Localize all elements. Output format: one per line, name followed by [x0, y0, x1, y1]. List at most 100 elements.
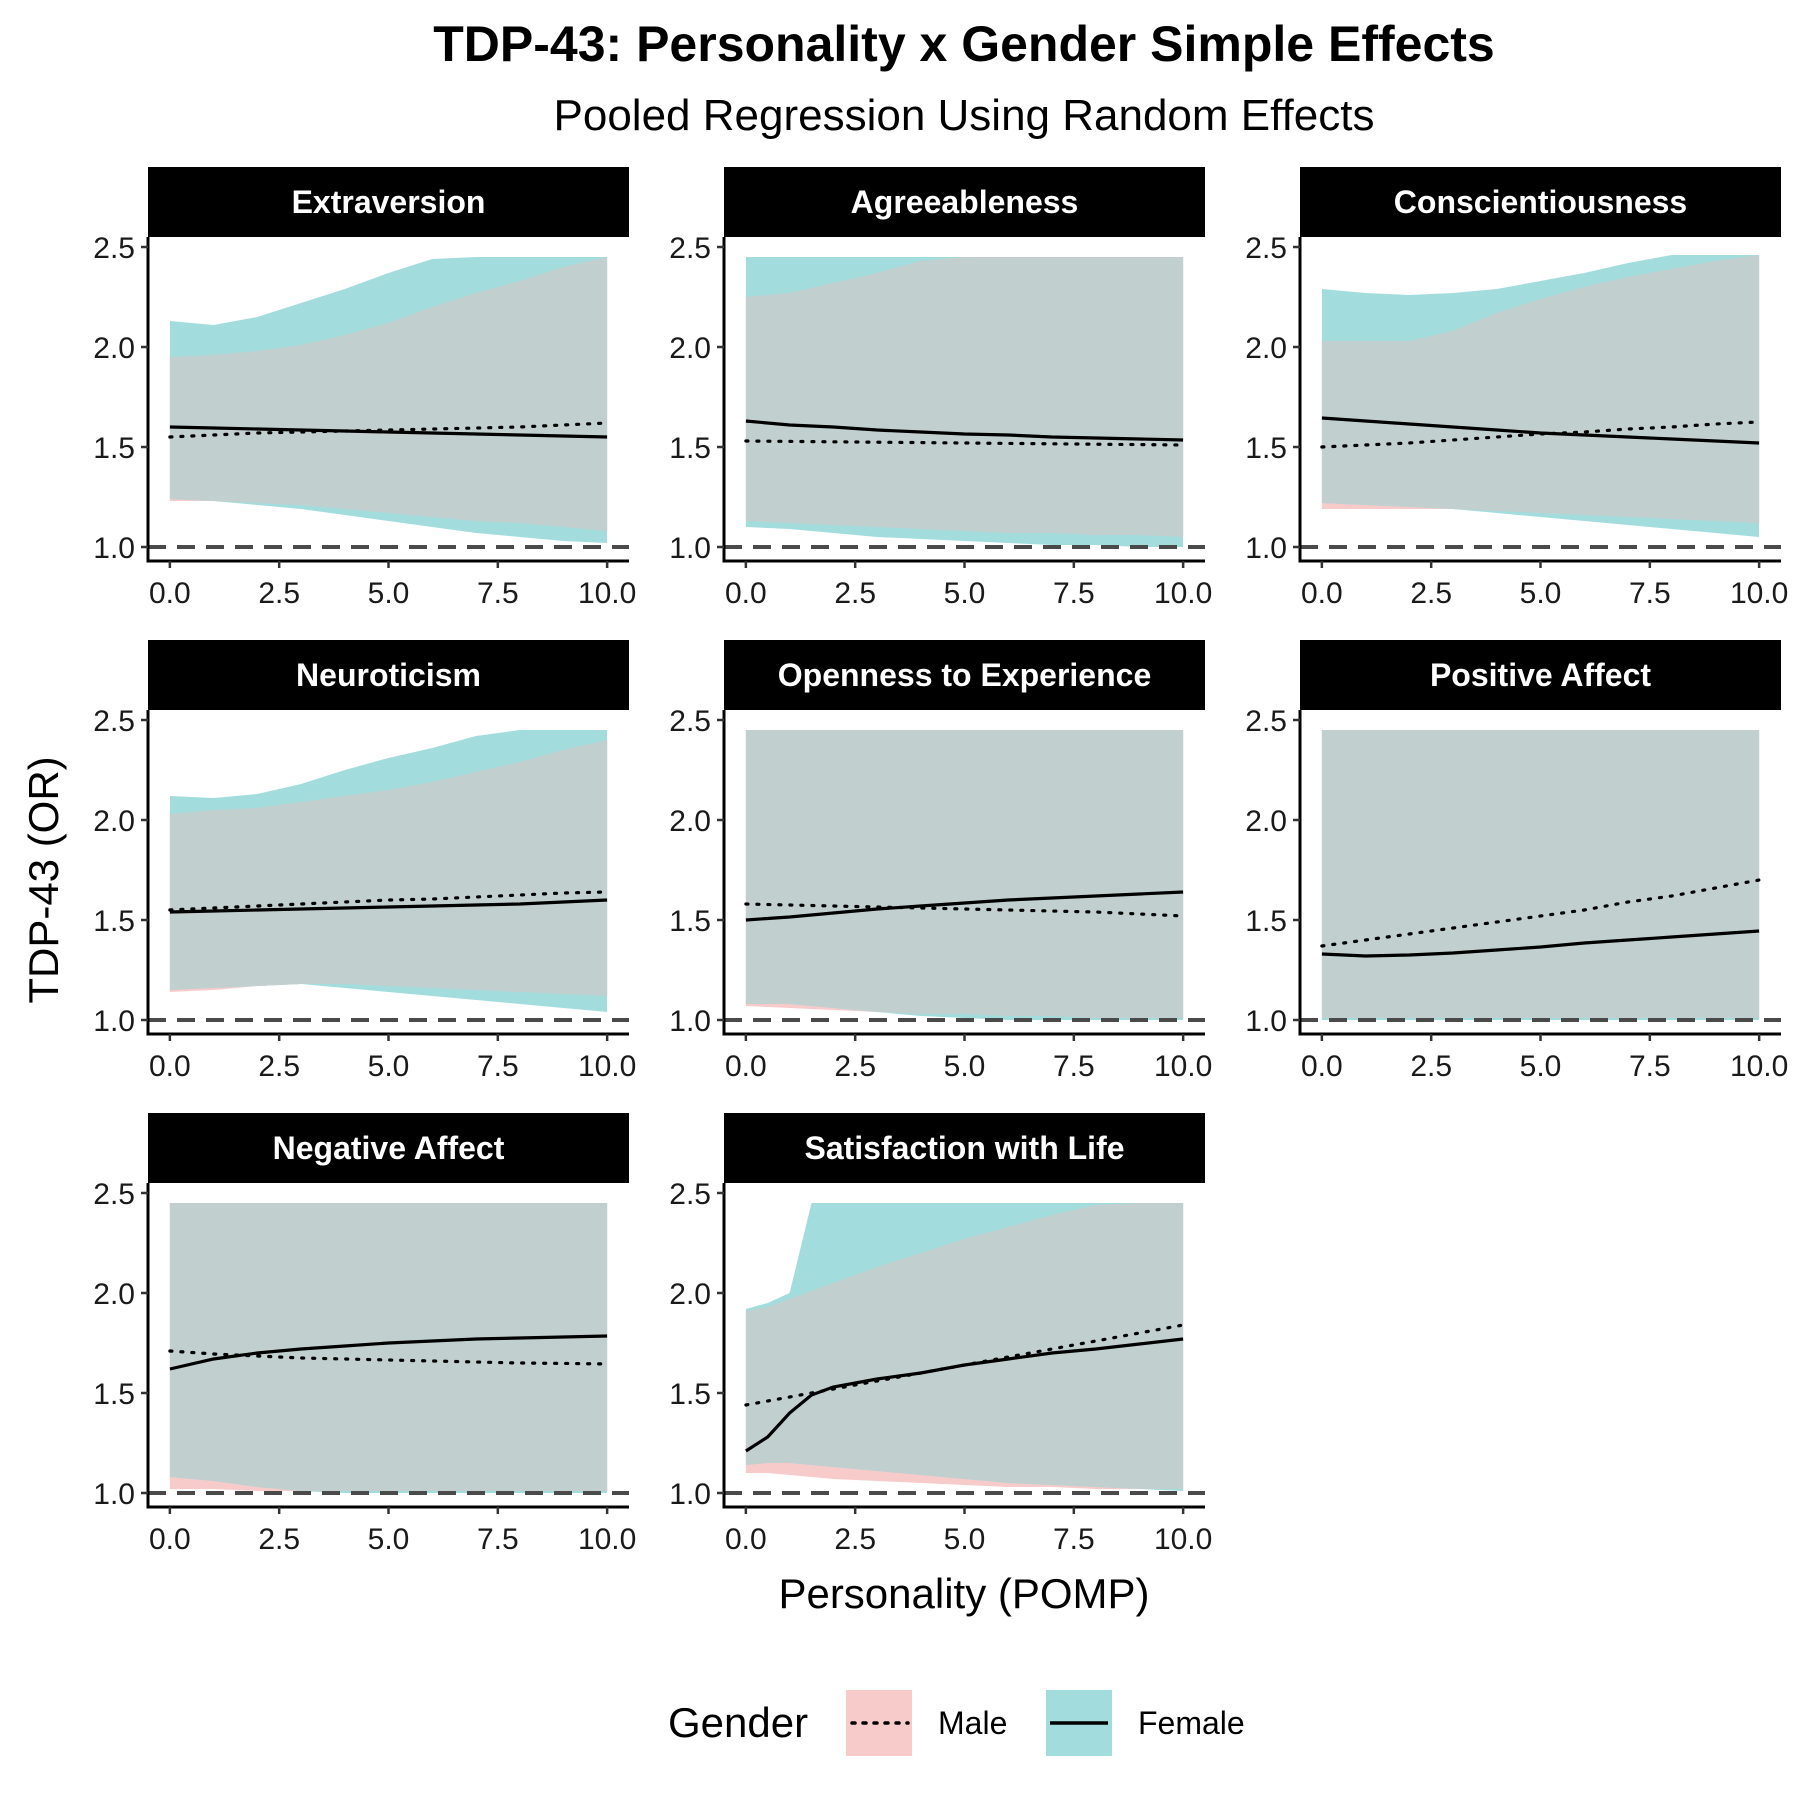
y-tick-label: 1.0 [669, 1478, 711, 1511]
panel-strip-label: Conscientiousness [1394, 184, 1687, 220]
y-tick-label: 2.0 [669, 805, 711, 838]
panel-positive-affect: Positive Affect 1.0 1.5 2.0 2.5 0.0 2.5 5.0 7.5 1… [1245, 640, 1788, 1083]
overlap-ci-band [745, 1203, 1184, 1489]
panel-strip-label: Openness to Experience [778, 657, 1151, 693]
y-tick-label: 1.0 [93, 1478, 135, 1511]
y-tick-label: 1.0 [669, 1005, 711, 1038]
x-tick-label: 7.5 [1053, 1050, 1095, 1083]
y-tick-label: 1.5 [669, 432, 711, 465]
y-tick-label: 1.5 [1245, 905, 1287, 938]
panel-conscientiousness: Conscientiousness 1.0 1.5 2.0 2.5 0.0 2.5 5.0 7.… [1245, 167, 1788, 610]
panels-group: Extraversion 1.0 1.5 2.0 2.5 0.0 2.5 5.0 7.5 10.0… [93, 167, 1788, 1556]
x-tick-label: 0.0 [149, 1523, 191, 1556]
legend-key-male-band [846, 1690, 912, 1756]
x-tick-label: 0.0 [149, 1050, 191, 1083]
x-tick-label: 5.0 [944, 577, 986, 610]
panel-strip-label: Extraversion [292, 184, 486, 220]
x-tick-label: 10.0 [1730, 577, 1788, 610]
x-tick-label: 2.5 [1410, 577, 1452, 610]
x-tick-label: 7.5 [1053, 577, 1095, 610]
legend-label-female: Female [1138, 1705, 1245, 1741]
overlap-ci-band [169, 1203, 608, 1491]
panel-strip-label: Negative Affect [273, 1130, 505, 1166]
x-tick-label: 5.0 [368, 1523, 410, 1556]
panel-satisfaction-with-life: Satisfaction with Life 1.0 1.5 2.0 2.5 0.0 2.5… [669, 1113, 1212, 1556]
x-tick-label: 7.5 [477, 577, 519, 610]
x-tick-label: 5.0 [368, 1050, 410, 1083]
overlap-ci-band [169, 740, 608, 996]
y-tick-label: 2.5 [669, 705, 711, 738]
female-series-line [745, 1337, 1184, 1453]
y-tick-label: 2.0 [669, 332, 711, 365]
panel-strip [1300, 167, 1781, 237]
panel-strip [724, 1113, 1205, 1183]
x-tick-label: 10.0 [1154, 1050, 1212, 1083]
x-tick-label: 5.0 [944, 1523, 986, 1556]
overlap-ci-band [745, 730, 1184, 1018]
x-tick-label: 0.0 [725, 1050, 767, 1083]
panel-openness-to-experience: Openness to Experience 1.0 1.5 2.0 2.5 0.0 2.5… [669, 640, 1212, 1083]
x-tick-label: 2.5 [1410, 1050, 1452, 1083]
female-series-line [745, 890, 1184, 922]
y-tick-label: 2.5 [669, 1178, 711, 1211]
x-tick-label: 10.0 [1154, 1523, 1212, 1556]
y-tick-label: 1.5 [669, 905, 711, 938]
y-tick-label: 1.5 [93, 905, 135, 938]
overlap-ci-band [745, 257, 1184, 537]
female-series-line [169, 1334, 608, 1371]
y-tick-label: 1.0 [669, 532, 711, 565]
y-tick-label: 1.0 [1245, 532, 1287, 565]
y-tick-label: 2.5 [93, 705, 135, 738]
panel-neuroticism: Neuroticism 1.0 1.5 2.0 2.5 0.0 2.5 5.0 7.5 10.0 [93, 640, 636, 1083]
y-tick-label: 2.0 [1245, 805, 1287, 838]
male-series-line [744, 902, 1185, 918]
x-tick-label: 0.0 [725, 1523, 767, 1556]
x-tick-label: 10.0 [578, 1050, 636, 1083]
male-series-line [1320, 878, 1761, 948]
x-tick-label: 5.0 [1520, 1050, 1562, 1083]
male-series-line [168, 890, 609, 912]
male-series-line [744, 439, 1185, 447]
y-tick-label: 2.0 [93, 805, 135, 838]
panel-strip-label: Neuroticism [296, 657, 481, 693]
y-tick-label: 2.0 [93, 332, 135, 365]
male-series-line [168, 421, 609, 439]
x-tick-label: 10.0 [578, 577, 636, 610]
x-tick-label: 2.5 [258, 577, 300, 610]
panel-negative-affect: Negative Affect 1.0 1.5 2.0 2.5 0.0 2.5 5.0 7.5 1… [93, 1113, 636, 1556]
overlap-ci-band [1321, 255, 1760, 523]
y-tick-label: 1.5 [93, 432, 135, 465]
y-tick-label: 1.5 [1245, 432, 1287, 465]
y-tick-label: 2.0 [1245, 332, 1287, 365]
x-tick-label: 7.5 [477, 1050, 519, 1083]
panel-strip [148, 167, 629, 237]
x-tick-label: 7.5 [1629, 1050, 1671, 1083]
x-tick-label: 5.0 [944, 1050, 986, 1083]
female-series-line [169, 898, 608, 914]
legend-label-male: Male [938, 1705, 1007, 1741]
x-axis-label: Personality (POMP) [778, 1570, 1149, 1617]
x-tick-label: 2.5 [258, 1523, 300, 1556]
legend: Gender Male Female [668, 1690, 1245, 1756]
x-tick-label: 0.0 [725, 577, 767, 610]
x-tick-label: 10.0 [1730, 1050, 1788, 1083]
x-tick-label: 2.5 [834, 1523, 876, 1556]
y-tick-label: 2.5 [1245, 705, 1287, 738]
y-tick-label: 2.5 [93, 232, 135, 265]
overlap-ci-band [1321, 730, 1760, 1018]
y-tick-label: 1.0 [1245, 1005, 1287, 1038]
x-tick-label: 10.0 [578, 1523, 636, 1556]
panel-strip-label: Agreeableness [851, 184, 1079, 220]
female-series-line [169, 425, 608, 439]
x-tick-label: 0.0 [1301, 1050, 1343, 1083]
y-axis-label: TDP-43 (OR) [20, 756, 67, 1003]
female-series-line [1321, 929, 1760, 958]
chart-subtitle: Pooled Regression Using Random Effects [554, 91, 1375, 140]
y-tick-label: 2.5 [669, 232, 711, 265]
female-series-line [1321, 416, 1760, 445]
y-tick-label: 2.0 [669, 1278, 711, 1311]
y-tick-label: 2.5 [93, 1178, 135, 1211]
x-tick-label: 2.5 [834, 577, 876, 610]
x-tick-label: 2.5 [258, 1050, 300, 1083]
